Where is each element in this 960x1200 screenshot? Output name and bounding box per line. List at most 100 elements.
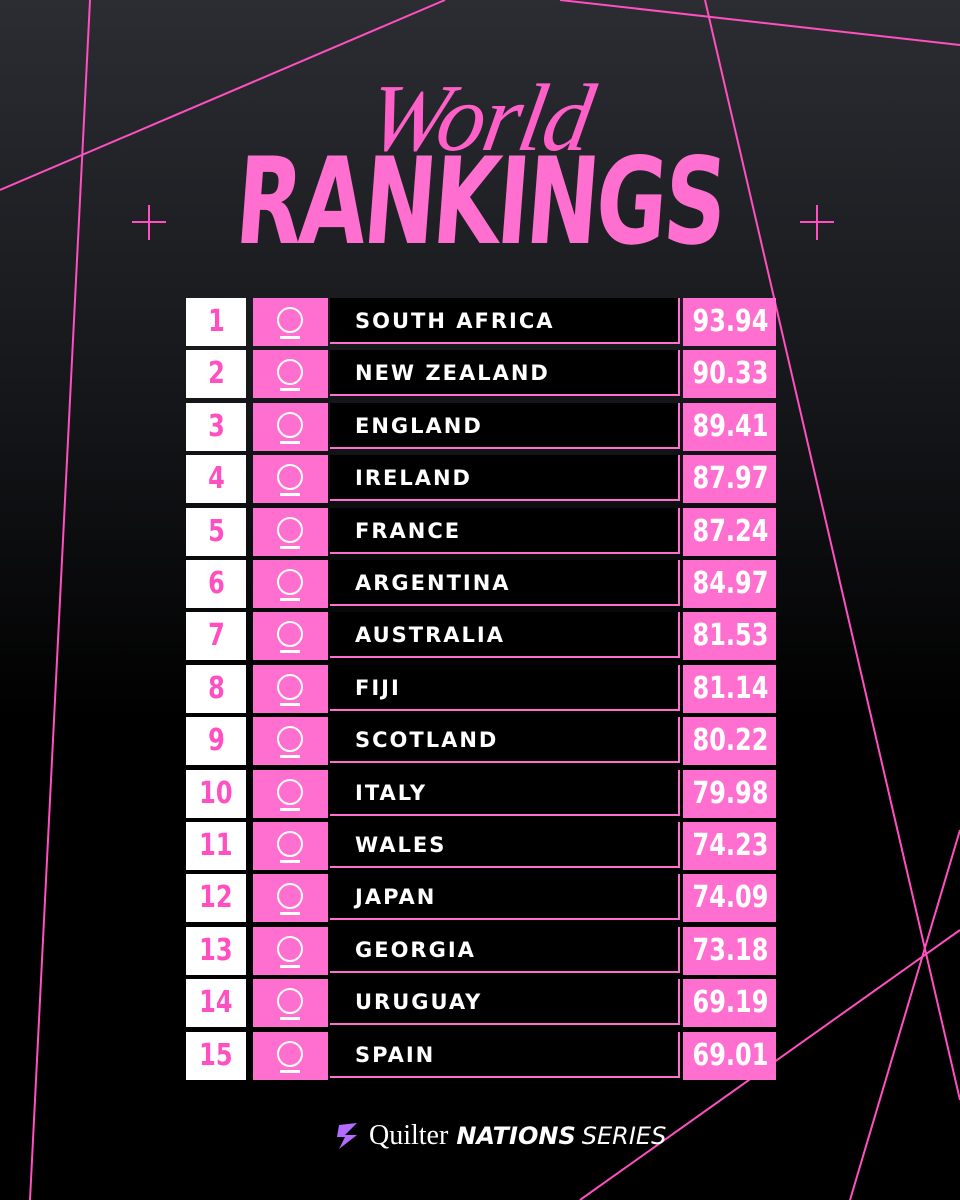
brand: Quilter: [369, 1120, 449, 1151]
points-cell: 69.01: [683, 1031, 776, 1080]
table-row: 9 SCOTLAND 80.22: [186, 717, 776, 766]
rank: 12: [199, 880, 233, 916]
rank-cell: 7: [186, 612, 246, 661]
team-name: JAPAN: [330, 874, 680, 921]
team-name: URUGUAY: [330, 979, 680, 1026]
logo-icon: [277, 1040, 303, 1073]
logo-icon: [277, 464, 303, 497]
points-cell: 79.98: [683, 769, 776, 818]
rank-cell: 4: [186, 455, 246, 504]
points: 69.01: [692, 1037, 769, 1073]
points: 69.19: [692, 985, 769, 1021]
rank-cell: 5: [186, 507, 246, 556]
points-cell: 84.97: [683, 560, 776, 608]
table-row: 1 SOUTH AFRICA 93.94: [186, 298, 776, 346]
rank: 11: [199, 828, 233, 863]
rank: 1: [207, 304, 225, 339]
points: 74.09: [692, 880, 769, 916]
points: 87.24: [692, 513, 769, 549]
team-logo: [253, 507, 328, 556]
table-row: 7 AUSTRALIA 81.53: [186, 612, 776, 661]
logo-icon: [277, 621, 303, 654]
points: 81.14: [692, 670, 769, 706]
rank-cell: 1: [186, 298, 246, 346]
footer: Quilter NATIONS SERIES: [335, 1116, 666, 1156]
team-name: SOUTH AFRICA: [330, 298, 680, 344]
logo-icon: [277, 831, 303, 863]
logo-icon: [277, 569, 303, 601]
title: RANKINGS: [231, 133, 729, 272]
rank-cell: 6: [186, 560, 246, 608]
team-name: WALES: [330, 822, 680, 868]
table-row: 12 JAPAN 74.09: [186, 874, 776, 923]
logo-icon: [277, 411, 303, 444]
table-row: 10 ITALY 79.98: [186, 769, 776, 818]
rank-cell: 12: [186, 874, 246, 923]
series: SERIES: [581, 1122, 667, 1150]
table-row: 2 NEW ZEALAND 90.33: [186, 350, 776, 399]
rank: 5: [207, 513, 225, 549]
points-cell: 73.18: [683, 926, 776, 975]
points: 74.23: [692, 828, 769, 863]
team-logo: [253, 298, 328, 346]
rank-cell: 2: [186, 350, 246, 399]
points: 80.22: [692, 723, 769, 759]
team-logo: [253, 874, 328, 923]
table-row: 13 GEORGIA 73.18: [186, 926, 776, 975]
points-cell: 93.94: [683, 298, 776, 346]
team-name: ENGLAND: [330, 402, 680, 449]
table-row: 11 WALES 74.23: [186, 822, 776, 870]
table-row: 6 ARGENTINA 84.97: [186, 560, 776, 608]
rank: 14: [199, 985, 233, 1021]
team-logo: [253, 822, 328, 870]
table-row: 4 IRELAND 87.97: [186, 455, 776, 504]
rank: 8: [207, 670, 225, 706]
rank: 9: [207, 723, 225, 759]
series-bold: NATIONS: [456, 1122, 576, 1150]
points: 79.98: [692, 775, 769, 811]
team-name: SPAIN: [330, 1031, 680, 1078]
team-name: IRELAND: [330, 455, 680, 502]
points-cell: 87.24: [683, 507, 776, 556]
team-name: AUSTRALIA: [330, 612, 680, 659]
team-logo: [253, 769, 328, 818]
team-logo: [253, 664, 328, 713]
rank-cell: 14: [186, 979, 246, 1028]
points: 90.33: [692, 356, 769, 392]
rank-cell: 13: [186, 926, 246, 975]
points-cell: 80.22: [683, 717, 776, 766]
points: 81.53: [692, 618, 769, 654]
rank: 10: [199, 775, 233, 811]
rank-cell: 9: [186, 717, 246, 766]
points: 84.97: [692, 566, 769, 601]
rank: 13: [199, 932, 233, 968]
team-name: FIJI: [330, 664, 680, 711]
team-logo: [253, 560, 328, 608]
logo-icon: [277, 778, 303, 811]
logo-icon: [277, 307, 303, 339]
team-name: GEORGIA: [330, 926, 680, 973]
logo-icon: [277, 673, 303, 706]
team-name: ARGENTINA: [330, 560, 680, 606]
team-logo: [253, 979, 328, 1028]
logo-icon: [277, 516, 303, 549]
rank-cell: 15: [186, 1031, 246, 1080]
team-logo: [253, 402, 328, 451]
logo-icon: [277, 935, 303, 968]
points-cell: 74.09: [683, 874, 776, 923]
rank: 4: [207, 461, 225, 497]
rank: 6: [207, 566, 225, 601]
points: 93.94: [692, 304, 769, 339]
team-name: NEW ZEALAND: [330, 350, 680, 397]
points: 73.18: [692, 932, 769, 968]
brand-logo: [337, 1123, 357, 1149]
team-name: FRANCE: [330, 507, 680, 554]
rank: 2: [207, 356, 225, 392]
rank-cell: 3: [186, 402, 246, 451]
table-row: 3 ENGLAND 89.41: [186, 402, 776, 451]
team-logo: [253, 717, 328, 766]
team-name: ITALY: [330, 769, 680, 816]
logo-icon: [277, 359, 303, 392]
points-cell: 69.19: [683, 979, 776, 1028]
